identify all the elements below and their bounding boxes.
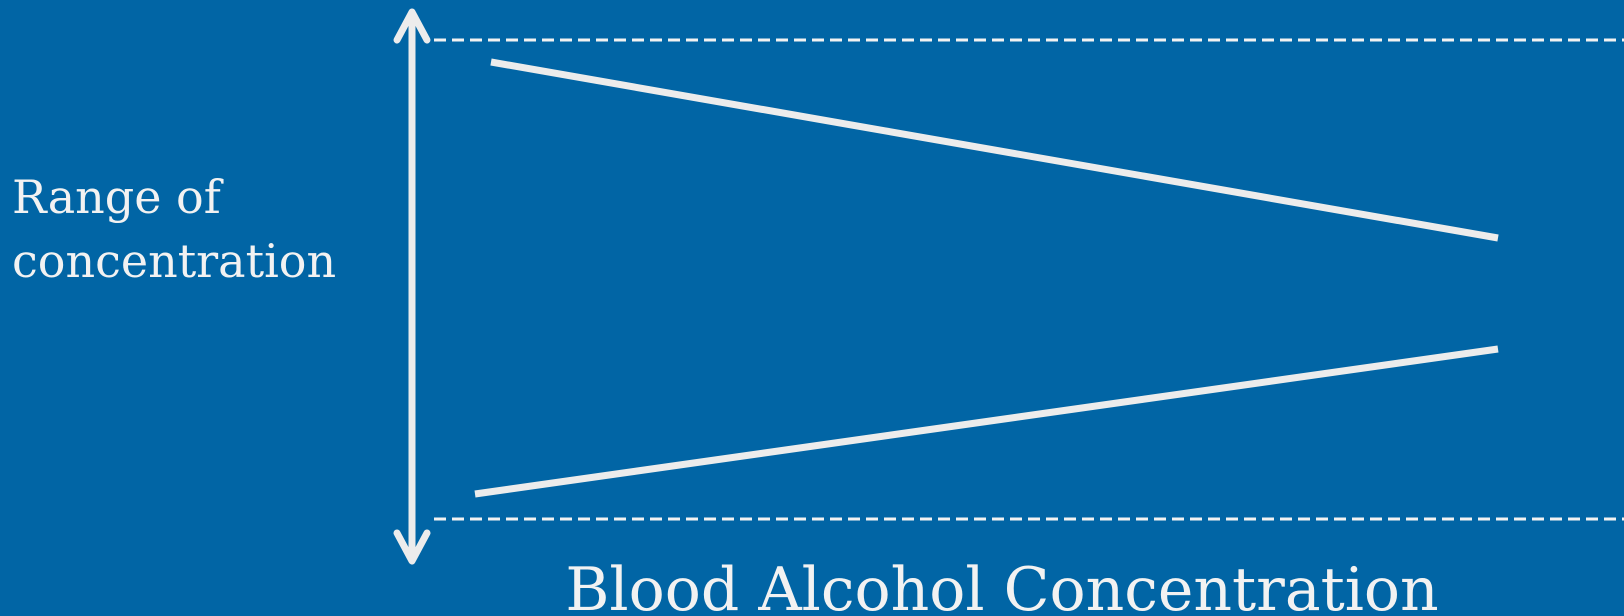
range-label: Range of concentration xyxy=(12,170,336,288)
range-arrow xyxy=(393,8,431,565)
range-arrow-up-head xyxy=(393,8,431,44)
lower-bound-line xyxy=(474,345,1499,498)
range-label-line-1: Range of xyxy=(12,170,224,224)
range-label-line-2: concentration xyxy=(12,234,336,288)
range-arrow-down-head xyxy=(393,529,431,565)
axis-label: Blood Alcohol Concentration xyxy=(565,555,1438,616)
upper-bound-line xyxy=(490,58,1499,242)
